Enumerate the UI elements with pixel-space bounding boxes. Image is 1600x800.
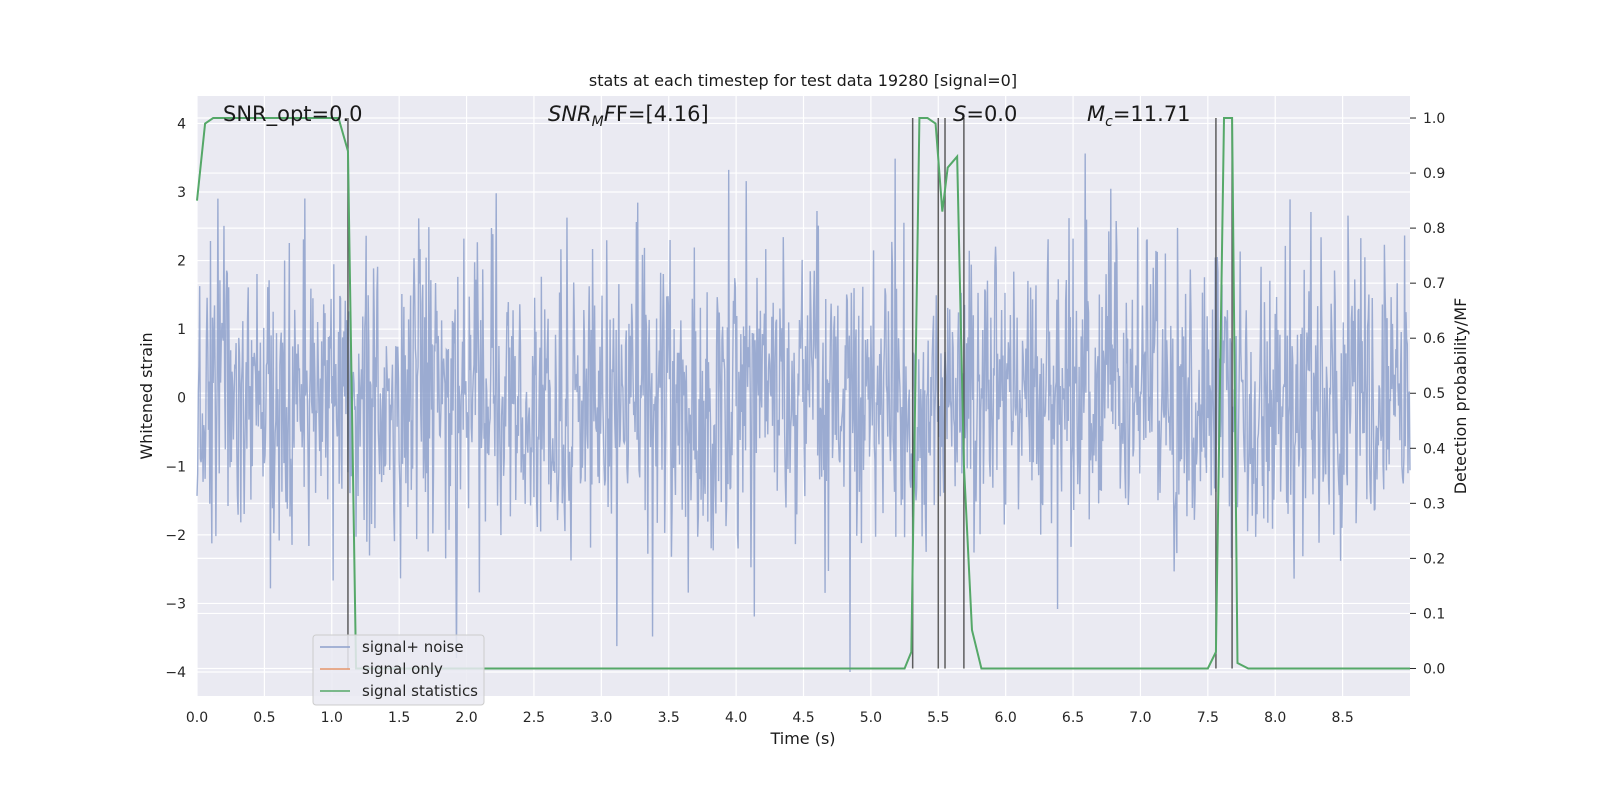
x-axis-ticks: 0.0 0.5 1.0 1.5 2.0 2.5 3.0 3.5 4.0 4.5 5.0 5.5 6.0 6… [186,710,1354,726]
legend: signal+ noise signal only signal statist… [312,634,485,706]
annotation-s-main: S [953,102,966,126]
x-tick-label: 2.5 [523,710,545,726]
y-axis-right-label: Detection probability/MF [1451,298,1470,495]
signal-noise-series [196,153,1411,673]
y-tick-label: 2 [177,254,186,270]
chart-title: stats at each timestep for test data 192… [589,71,1017,90]
x-tick-label: 3.5 [658,710,680,726]
x-tick-label: 0.5 [253,710,275,726]
y-axis-right-ticks: 0.0 0.1 0.2 0.3 0.4 0.5 0.6 0.7 0.8 0.9 1.0 [1410,111,1445,677]
y-right-tick-label: 0.9 [1423,166,1445,182]
signal-statistics-line [196,117,1410,670]
y-tick-label: 0 [177,391,186,407]
x-tick-label: 4.0 [725,710,747,726]
y-right-tick-label: 0.5 [1423,386,1445,402]
annotation-snr-mf: SNRMFF=[4.16] [548,102,709,130]
x-tick-label: 7.0 [1129,710,1151,726]
x-tick-label: 1.5 [388,710,410,726]
annotation-mc-sub: c [1105,114,1113,130]
legend-box [312,634,485,706]
y-tick-label: 4 [177,116,186,132]
legend-label-signal-only: signal only [362,660,443,678]
annotation-s: S=0.0 [953,102,1017,126]
y-right-tick-label: 0.7 [1423,276,1445,292]
x-tick-label: 5.0 [860,710,882,726]
y-right-tick-label: 0.8 [1423,221,1445,237]
legend-label-signal-statistics: signal statistics [362,682,478,700]
x-axis-label: Time (s) [769,729,835,748]
annotation-snr-opt: SNR_opt=0.0 [223,102,363,127]
y-tick-label: −1 [165,459,186,475]
y-tick-label: 3 [177,185,186,201]
y-right-tick-label: 0.4 [1423,441,1445,457]
annotation-snr-mf-sub: M [592,114,604,130]
y-tick-label: 1 [177,322,186,338]
annotation-snr-mf-f: F [604,102,617,126]
y-tick-label: −2 [165,528,186,544]
y-right-tick-label: 1.0 [1423,111,1445,127]
x-tick-label: 3.0 [590,710,612,726]
y-right-tick-label: 0.0 [1423,661,1445,677]
x-tick-label: 6.0 [995,710,1017,726]
legend-label-signal-noise: signal+ noise [362,638,464,656]
y-right-tick-label: 0.2 [1423,551,1445,567]
y-tick-label: −4 [165,665,186,681]
y-axis-ticks: −4 −3 −2 −1 0 1 2 3 4 [165,116,186,681]
x-tick-label: 1.0 [321,710,343,726]
y-tick-label: −3 [165,596,186,612]
signal-statistics-series [196,117,1410,670]
x-tick-label: 5.5 [927,710,949,726]
x-tick-label: 8.0 [1264,710,1286,726]
annotation-mc-rest: =11.71 [1113,102,1191,126]
y-right-tick-label: 0.1 [1423,606,1445,622]
annotation-snr-mf-main: SNR [548,102,592,126]
annotation-mc: Mc=11.71 [1087,102,1191,130]
x-tick-label: 7.5 [1197,710,1219,726]
x-tick-label: 0.0 [186,710,208,726]
y-axis-label: Whitened strain [137,332,156,459]
annotation-s-rest: =0.0 [966,102,1017,126]
x-tick-label: 8.5 [1331,710,1353,726]
annotation-mc-main: M [1087,102,1105,126]
y-right-tick-label: 0.6 [1423,331,1445,347]
x-tick-label: 2.0 [455,710,477,726]
annotation-snr-mf-rest: F=[4.16] [616,102,709,126]
y-right-tick-label: 0.3 [1423,496,1445,512]
signal-noise-line [196,153,1411,673]
x-tick-label: 6.5 [1062,710,1084,726]
x-tick-label: 4.5 [792,710,814,726]
